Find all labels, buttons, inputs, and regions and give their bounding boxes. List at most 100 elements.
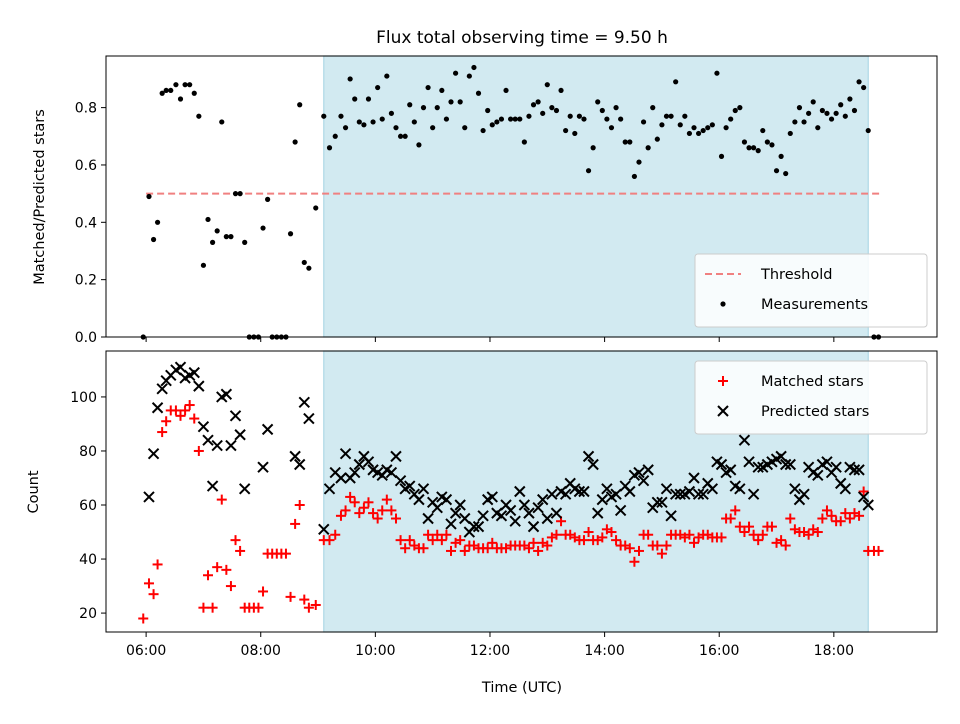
predicted-star-point: [527, 520, 540, 533]
measurement-point: [420, 105, 427, 111]
predicted-star-point: [188, 366, 200, 379]
predicted-star-point: [431, 502, 443, 514]
measurement-point: [512, 116, 518, 122]
measurement-point: [452, 70, 459, 76]
measurement-point: [347, 76, 353, 82]
legend-label: Measurements: [761, 297, 868, 313]
predicted-star-point-b: [601, 483, 613, 495]
predicted-star-point: [294, 458, 306, 471]
y-tick-label: 0.6: [75, 158, 97, 174]
measurement-point: [741, 139, 748, 145]
predicted-star-point: [174, 361, 187, 373]
predicted-star-point-b: [362, 456, 375, 468]
y-axis-label-count: Count: [26, 470, 42, 513]
matched-star-point: [542, 540, 553, 551]
predicted-star-point-b: [440, 493, 453, 506]
predicted-star-point: [385, 466, 398, 479]
matched-star-point: [656, 548, 667, 559]
predicted-star-point-b: [592, 507, 604, 519]
predicted-star-point-b: [329, 466, 341, 479]
measurement-point: [361, 122, 367, 128]
y-tick-label: 80: [79, 444, 97, 460]
measurement-point: [375, 84, 381, 91]
measurement-point: [462, 125, 468, 131]
predicted-star-point: [298, 396, 311, 409]
matched-star-point: [310, 599, 321, 610]
predicted-star-point: [633, 466, 645, 479]
measurement-point: [503, 87, 509, 94]
measurement-point: [265, 196, 271, 202]
measurement-point: [448, 99, 454, 105]
matched-star-point: [817, 513, 828, 524]
measurement-point: [301, 259, 307, 266]
matched-star-point: [225, 581, 236, 592]
measurement-point: [416, 142, 422, 148]
measurement-point: [159, 90, 165, 96]
predicted-star-point-b: [147, 447, 160, 460]
measurement-point: [313, 205, 319, 211]
predicted-star-point: [573, 485, 586, 498]
series-matched-stars: [138, 400, 884, 624]
predicted-star-point-b: [697, 488, 709, 500]
measurement-point: [567, 113, 573, 119]
measurement-point: [321, 113, 327, 119]
predicted-star-point-b: [610, 488, 622, 500]
matched-star-point: [230, 535, 241, 546]
predicted-star-point-b: [656, 496, 668, 509]
matched-star-point: [290, 518, 301, 529]
predicted-star-point-b: [532, 502, 544, 514]
predicted-star-point: [596, 493, 609, 506]
matched-star-point: [858, 486, 869, 497]
measurement-point: [700, 127, 706, 134]
matched-star-point: [143, 578, 154, 589]
matched-star-point: [212, 562, 223, 573]
predicted-star-point-b: [495, 510, 508, 522]
predicted-star-point: [486, 491, 498, 503]
predicted-star-point: [578, 485, 590, 498]
matched-star-point: [533, 545, 544, 556]
measurement-point: [576, 113, 582, 119]
matched-star-point: [423, 529, 434, 540]
predicted-star-point: [362, 456, 375, 468]
predicted-star-point-b: [587, 458, 599, 471]
predicted-star-point-b: [257, 461, 269, 473]
predicted-star-point: [404, 480, 416, 492]
predicted-star-point: [339, 447, 352, 460]
measurement-point: [865, 127, 871, 134]
y-tick-label: 0.4: [75, 215, 97, 231]
measurement-point: [425, 84, 431, 91]
measurement-point: [732, 107, 738, 114]
predicted-star-point-b: [404, 480, 416, 492]
measurement-point: [695, 130, 702, 137]
matched-star-point: [253, 602, 264, 613]
predicted-star-point-b: [582, 450, 595, 463]
measurement-point: [828, 116, 835, 122]
predicted-star-point-b: [862, 499, 874, 511]
measurement-point: [622, 139, 628, 145]
predicted-star-point: [747, 488, 760, 500]
predicted-star-point-b: [394, 474, 407, 487]
measurement-point: [384, 73, 390, 79]
measurement-point: [352, 96, 358, 102]
measurement-point: [663, 113, 670, 119]
x-tick-label: 18:00: [814, 643, 854, 659]
matched-star-point: [785, 513, 796, 524]
measurement-point: [237, 191, 243, 197]
x-tick-label: 12:00: [470, 643, 510, 659]
predicted-star-point: [798, 488, 810, 500]
predicted-star-point: [151, 402, 164, 414]
predicted-star-point: [541, 512, 553, 525]
predicted-star-point: [394, 474, 407, 487]
matched-star-point: [427, 535, 438, 546]
measurement-point: [489, 122, 495, 128]
predicted-star-point: [335, 472, 347, 484]
predicted-star-point-b: [779, 458, 792, 471]
predicted-star-point-b: [614, 504, 627, 517]
measurement-point: [728, 116, 734, 122]
measurement-point: [760, 127, 766, 134]
x-tick-label: 14:00: [584, 643, 624, 659]
measurement-point: [773, 168, 780, 174]
measurement-point: [668, 113, 674, 119]
predicted-star-point: [211, 439, 223, 452]
